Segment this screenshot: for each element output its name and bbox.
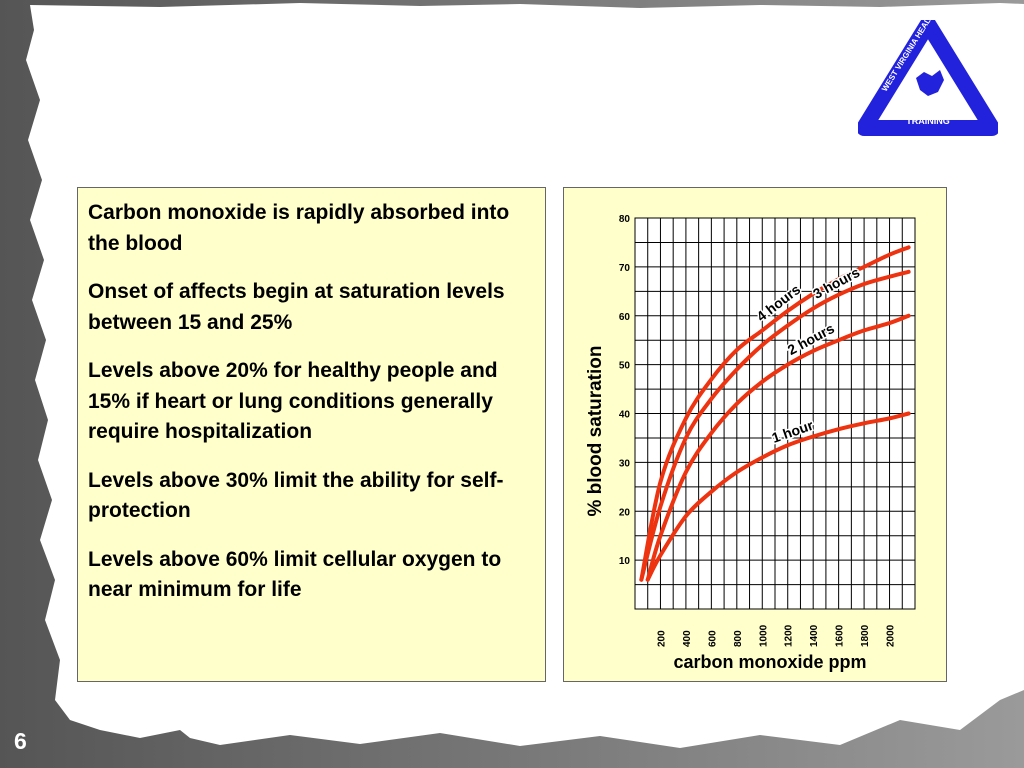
saturation-chart: 10 20 30 40 50 60 70 80 200 400 600 800 1000 1200 1400… [585, 214, 916, 672]
wv-office-logo: WEST VIRGINIA HEALTH OFFICE OF SAFETY TR… [856, 8, 1005, 146]
x-tick-label: 2000 [886, 624, 897, 647]
y-tick-label: 70 [619, 263, 631, 274]
chart-panel: 10 20 30 40 50 60 70 80 200 400 600 800 1000 1200 1400… [563, 187, 947, 682]
info-text-panel: Carbon monoxide is rapidly absorbed into… [77, 187, 546, 682]
y-tick-label: 60 [619, 312, 631, 323]
y-tick-label: 10 [619, 556, 631, 567]
y-tick-label: 80 [619, 214, 631, 225]
x-tick-label: 1600 [835, 624, 846, 647]
x-tick-label: 800 [733, 630, 744, 647]
logo-text-miners: MINERS [910, 128, 945, 138]
x-tick-label: 1800 [860, 624, 871, 647]
x-tick-label: 600 [707, 630, 718, 647]
paragraph-absorption: Carbon monoxide is rapidly absorbed into… [88, 201, 510, 255]
series-line-1-hour [645, 411, 911, 582]
y-tick-label: 20 [619, 507, 631, 518]
y-tick-label: 30 [619, 458, 631, 469]
x-tick-label: 1400 [809, 624, 820, 647]
paragraph-hospitalization: Levels above 20% for healthy people and … [88, 359, 498, 443]
paragraph-onset: Onset of affects begin at saturation lev… [88, 280, 505, 334]
series-line-3-hours [639, 269, 911, 582]
x-tick-label: 1200 [784, 624, 795, 647]
logo-text-training: TRAINING [906, 116, 950, 126]
x-tick-label: 1000 [758, 624, 769, 647]
x-axis-label: carbon monoxide ppm [673, 652, 866, 672]
x-tick-label: 200 [656, 630, 667, 647]
paragraph-self-protection: Levels above 30% limit the ability for s… [88, 468, 504, 523]
paragraph-cellular-oxygen: Levels above 60% limit cellular oxygen t… [88, 547, 502, 602]
y-axis-label: % blood saturation [585, 346, 606, 517]
series-line-2-hours [645, 313, 911, 582]
y-tick-label: 40 [619, 410, 631, 421]
x-tick-label: 400 [682, 630, 693, 647]
page-number: 6 [14, 728, 27, 754]
state-map-icon [916, 70, 944, 96]
series-line-4-hours [639, 245, 911, 582]
y-tick-label: 50 [619, 361, 631, 372]
